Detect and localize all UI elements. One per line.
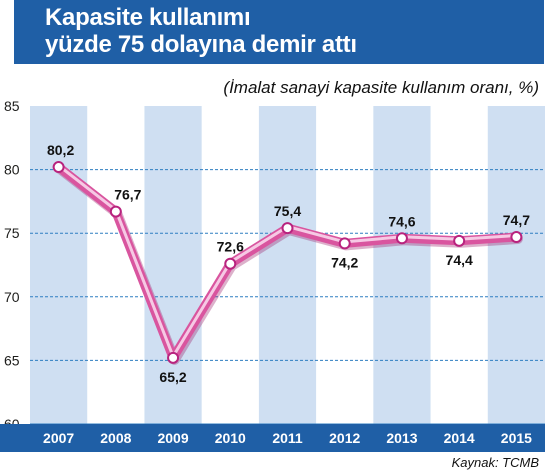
y-tick-label: 65 [4, 352, 20, 368]
chart-title-line-2: yüzde 75 dolayına demir attı [45, 31, 357, 58]
x-tick-label: 2009 [157, 430, 188, 446]
title-banner: Kapasite kullanımı yüzde 75 dolayına dem… [14, 0, 544, 64]
data-label: 72,6 [217, 239, 244, 255]
data-label: 76,7 [114, 187, 141, 203]
y-tick-label: 70 [4, 289, 20, 305]
data-label: 74,2 [331, 254, 358, 270]
x-tick-label: 2012 [329, 430, 360, 446]
source-note: Kaynak: TCMB [451, 455, 539, 470]
data-label: 80,2 [47, 142, 74, 158]
chart-subtitle: (İmalat sanayi kapasite kullanım oranı, … [223, 78, 539, 97]
x-tick-label: 2015 [501, 430, 532, 446]
y-tick-label: 80 [4, 162, 20, 178]
y-tick-label: 85 [4, 98, 20, 114]
data-label: 74,4 [446, 252, 473, 268]
y-tick-label: 75 [4, 225, 20, 241]
data-point [395, 232, 408, 245]
data-label: 74,6 [388, 213, 415, 229]
data-point [510, 231, 523, 244]
x-tick-label: 2013 [386, 430, 417, 446]
data-point [224, 257, 237, 270]
x-tick-label: 2007 [43, 430, 74, 446]
data-point [338, 237, 351, 250]
x-axis-bar [0, 424, 545, 452]
x-tick-label: 2011 [272, 430, 303, 446]
data-point [109, 205, 122, 218]
data-point [281, 222, 294, 235]
data-label: 75,4 [274, 203, 301, 219]
data-point [167, 351, 180, 364]
x-tick-label: 2014 [444, 430, 475, 446]
column-band [430, 106, 488, 424]
data-label: 65,2 [159, 369, 186, 385]
chart-title-line-1: Kapasite kullanımı [45, 4, 251, 31]
column-band [316, 106, 374, 424]
data-point [52, 161, 65, 174]
x-tick-label: 2010 [215, 430, 246, 446]
data-label: 74,7 [503, 212, 530, 228]
x-tick-label: 2008 [100, 430, 131, 446]
data-point [453, 234, 466, 247]
